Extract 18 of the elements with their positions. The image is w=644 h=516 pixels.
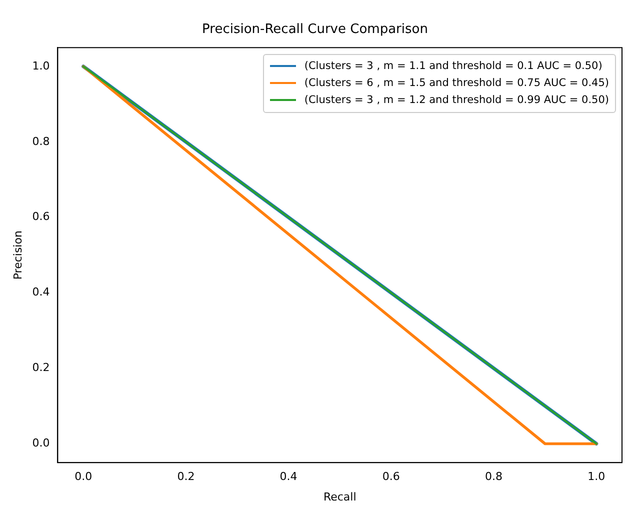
y-axis-title: Precision — [11, 230, 24, 280]
legend-label: (Clusters = 3 , m = 1.1 and threshold = 0.1 AUC = 0.50) — [304, 58, 602, 74]
x-tick-label: 0.2 — [177, 470, 195, 484]
y-tick-label: 0.0 — [32, 436, 50, 450]
x-tick-label: 1.0 — [588, 470, 606, 484]
legend-label: (Clusters = 3 , m = 1.2 and threshold = 0.99 AUC = 0.50) — [304, 92, 609, 108]
y-tick-label: 0.2 — [32, 361, 50, 374]
x-tick-label: 0.4 — [280, 470, 298, 484]
y-tick-label: 0.4 — [32, 286, 50, 299]
x-axis-title: Recall — [323, 490, 356, 504]
y-tick-label: 0.8 — [32, 134, 50, 148]
x-tick-label: 0.6 — [382, 470, 400, 484]
x-tick-label: 0.0 — [74, 470, 92, 484]
y-tick-label: 1.0 — [32, 59, 50, 72]
legend-label: (Clusters = 6 , m = 1.5 and threshold = 0.75 AUC = 0.45) — [304, 76, 609, 91]
chart-title: Precision-Recall Curve Comparison — [202, 22, 428, 38]
y-tick-label: 0.6 — [32, 210, 50, 224]
x-tick-label: 0.8 — [485, 470, 502, 484]
